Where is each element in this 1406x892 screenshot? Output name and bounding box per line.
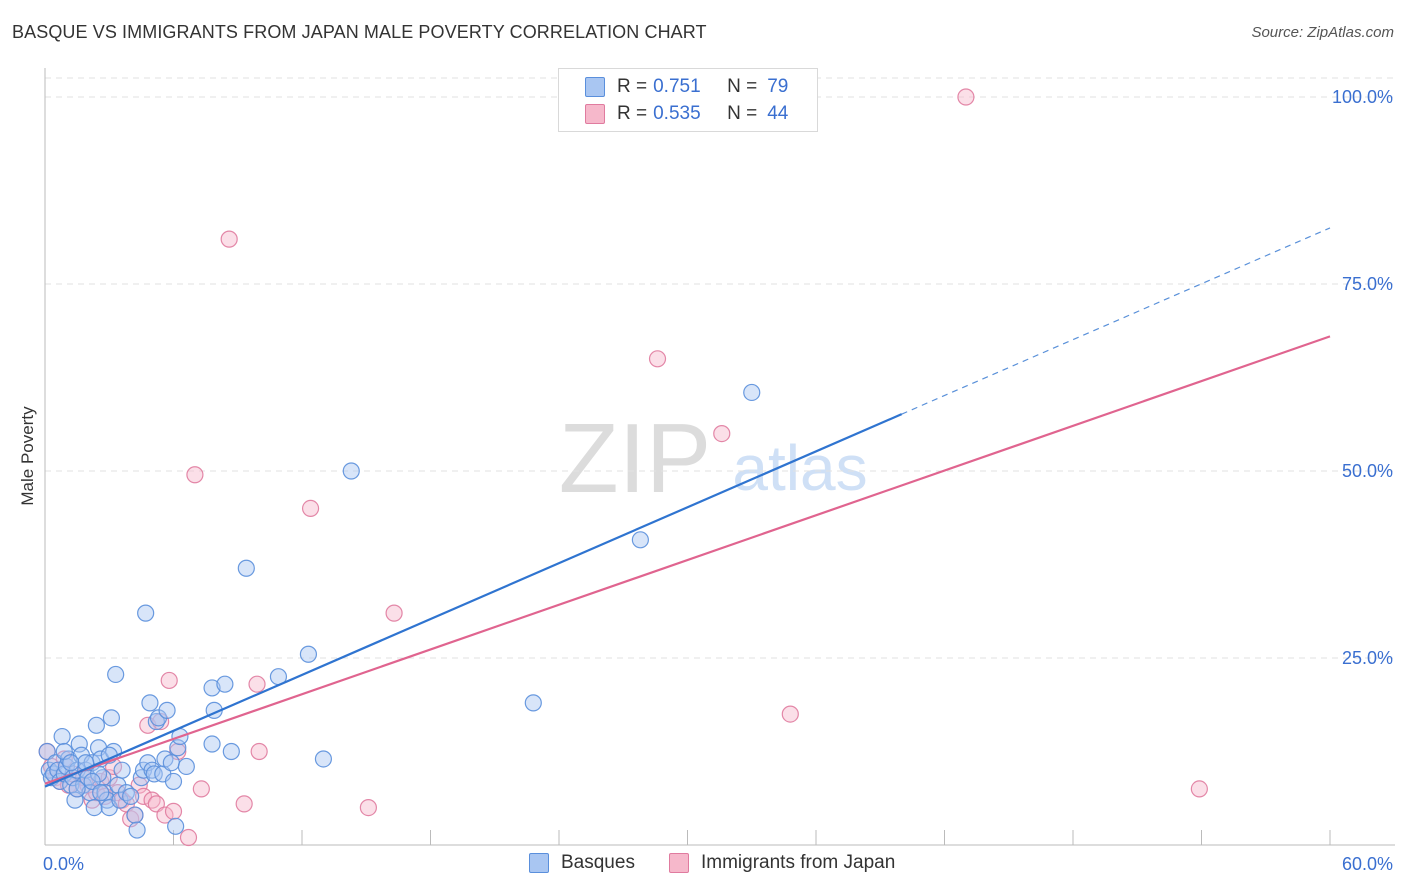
point-japan bbox=[359, 798, 377, 817]
legend-n-value: 79 bbox=[767, 76, 789, 97]
legend-r-value: 0.751 bbox=[653, 76, 701, 97]
point-japan bbox=[192, 780, 210, 798]
point-basques bbox=[203, 735, 221, 753]
point-japan bbox=[220, 230, 238, 248]
legend-swatch-blue bbox=[585, 77, 605, 97]
point-basques bbox=[167, 817, 185, 835]
source-label: Source: ZipAtlas.com bbox=[1251, 24, 1394, 41]
legend-swatch-japan bbox=[669, 853, 689, 873]
legend-n-value: 44 bbox=[767, 103, 789, 124]
legend-r-value: 0.535 bbox=[653, 103, 701, 124]
legend-row-basques: R = 0.751 N = 79 bbox=[585, 74, 788, 100]
legend-row-japan: R = 0.535 N = 44 bbox=[585, 101, 788, 127]
point-japan bbox=[134, 787, 153, 805]
point-basques bbox=[158, 701, 176, 719]
x-tick-label-min: 0.0% bbox=[43, 854, 84, 874]
point-basques bbox=[53, 727, 71, 746]
point-japan bbox=[1190, 780, 1208, 798]
point-basques bbox=[743, 383, 761, 402]
axes bbox=[44, 68, 1395, 846]
point-basques bbox=[162, 754, 180, 772]
point-japan bbox=[957, 88, 975, 106]
point-basques bbox=[85, 798, 103, 817]
point-basques bbox=[107, 665, 125, 684]
point-japan bbox=[164, 802, 183, 820]
point-basques bbox=[177, 757, 195, 776]
legend-n-label: N = bbox=[727, 76, 758, 97]
point-basques bbox=[299, 645, 318, 663]
chart-title: BASQUE VS IMMIGRANTS FROM JAPAN MALE POV… bbox=[12, 22, 707, 42]
trend-line-basques bbox=[44, 413, 903, 788]
legend-item-basques[interactable]: Basques bbox=[529, 852, 635, 874]
point-japan bbox=[186, 466, 204, 484]
legend-label-japan: Immigrants from Japan bbox=[701, 852, 896, 873]
legend-r-label: R = bbox=[617, 76, 648, 97]
y-tick-label: 100.0% bbox=[1332, 87, 1393, 107]
legend-swatch-basques bbox=[529, 853, 549, 873]
legend-n-label: N = bbox=[727, 103, 758, 124]
legend-r-label: R = bbox=[617, 103, 648, 124]
y-tick-label: 75.0% bbox=[1342, 274, 1393, 294]
point-japan bbox=[648, 350, 667, 368]
watermark: ZIP atlas bbox=[559, 403, 868, 513]
point-japan bbox=[156, 806, 174, 824]
y-tick-label: 50.0% bbox=[1342, 461, 1393, 481]
point-basques bbox=[141, 694, 159, 712]
series-basques bbox=[38, 383, 761, 839]
point-japan bbox=[248, 675, 266, 693]
point-japan bbox=[179, 828, 198, 847]
legend-item-japan[interactable]: Immigrants from Japan bbox=[669, 852, 895, 874]
point-basques bbox=[92, 784, 110, 802]
correlation-legend: R = 0.751 N = 79 R = 0.535 N = 44 bbox=[558, 68, 818, 132]
point-japan bbox=[104, 757, 123, 776]
legend-swatch-pink bbox=[585, 104, 605, 124]
point-basques bbox=[122, 787, 140, 805]
trend-line-basques-extension bbox=[901, 227, 1331, 415]
point-basques bbox=[128, 821, 146, 839]
point-basques bbox=[87, 716, 106, 734]
point-japan bbox=[713, 425, 731, 443]
point-basques bbox=[203, 679, 221, 697]
point-japan bbox=[160, 671, 178, 690]
point-japan bbox=[250, 742, 268, 761]
point-basques bbox=[342, 462, 360, 480]
point-basques bbox=[222, 742, 240, 761]
tick-labels: 25.0% 50.0% 75.0% 100.0% 0.0% 60.0% bbox=[43, 87, 1393, 874]
point-japan bbox=[385, 604, 403, 622]
point-japan bbox=[301, 499, 320, 517]
point-basques bbox=[62, 754, 80, 772]
point-basques bbox=[631, 531, 649, 549]
watermark-atlas: atlas bbox=[732, 432, 867, 504]
watermark-zip: ZIP bbox=[559, 403, 711, 513]
y-tick-label: 25.0% bbox=[1342, 648, 1393, 668]
point-japan bbox=[781, 705, 799, 723]
point-basques bbox=[137, 604, 155, 622]
trend-line-japan bbox=[44, 335, 1331, 785]
point-basques bbox=[126, 806, 144, 824]
point-basques bbox=[216, 675, 234, 693]
point-basques bbox=[102, 709, 120, 727]
x-tick-label-max: 60.0% bbox=[1342, 854, 1393, 874]
point-basques bbox=[524, 694, 542, 712]
point-japan bbox=[235, 795, 253, 813]
point-basques bbox=[68, 780, 86, 798]
trend-lines bbox=[44, 227, 1331, 788]
legend-label-basques: Basques bbox=[561, 852, 635, 873]
point-basques bbox=[113, 761, 131, 779]
point-basques bbox=[164, 772, 183, 791]
point-basques bbox=[314, 750, 333, 768]
point-basques bbox=[237, 559, 255, 577]
series-legend: Basques Immigrants from Japan bbox=[0, 850, 1406, 880]
